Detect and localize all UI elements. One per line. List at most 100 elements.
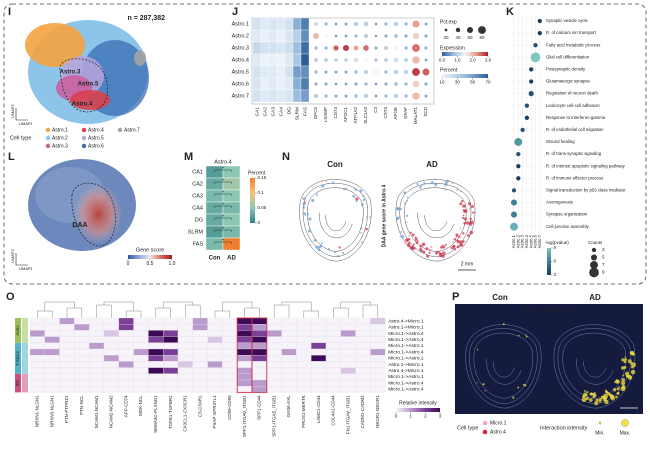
heat-cell (44, 373, 60, 381)
dot (516, 164, 521, 169)
colorbar-label: 10 (439, 80, 445, 85)
heat-cell (251, 348, 267, 356)
spot (602, 395, 607, 400)
panel-letter: J (232, 6, 238, 18)
heat-cell (284, 53, 294, 67)
heat-cell (281, 373, 297, 381)
row-label: Astro.4 (232, 57, 249, 63)
heat-cell (148, 355, 164, 362)
heat-cell (29, 386, 45, 393)
heat-cell (325, 330, 341, 337)
heat-cell (133, 386, 149, 393)
scale-label: 2 mm (623, 399, 636, 405)
spot (437, 250, 440, 254)
spot (428, 187, 431, 189)
heat-cell (370, 317, 386, 325)
heat-cell (44, 355, 60, 362)
panel-title: SPP1 -> ITGAV_ITGB1 (521, 308, 578, 314)
colorbar-label: 0 (127, 261, 130, 267)
heat-cell (133, 317, 149, 325)
heat-cell (177, 355, 193, 362)
legend-swatch (81, 135, 87, 141)
spot (361, 195, 364, 198)
legend-label: Astro.7 (124, 127, 140, 133)
heat-cell (59, 330, 75, 337)
heat-cell (74, 355, 90, 362)
heat-cell (103, 373, 119, 381)
heat-cell (133, 367, 149, 374)
heat-cell (163, 379, 179, 387)
spot (399, 235, 402, 238)
condition-label: Con (492, 293, 508, 302)
spot (429, 249, 431, 251)
heat-cell (296, 373, 312, 381)
dot (374, 22, 378, 26)
heat-cell (59, 386, 75, 393)
sig-bracket (214, 229, 232, 232)
spot (407, 242, 411, 246)
spot (327, 182, 329, 185)
heat-cell (311, 361, 327, 368)
row-label: Micro.1->Astro.4 (388, 331, 424, 337)
spot (525, 335, 528, 338)
spot (428, 183, 430, 185)
heat-cell (29, 355, 45, 362)
heat-cell (370, 379, 386, 387)
spot (406, 200, 409, 202)
heat-cell (340, 317, 356, 325)
legend-label: Astro.1 (52, 127, 68, 133)
spot (621, 384, 626, 389)
heat-cell (268, 89, 278, 103)
spot (623, 360, 627, 364)
column-label: CD74 (333, 107, 338, 119)
spot (456, 239, 459, 242)
spot (321, 184, 325, 188)
heat-cell (163, 361, 179, 368)
heat-cell (118, 342, 134, 350)
dot (384, 82, 388, 86)
column-label: Con (209, 256, 221, 262)
spot (404, 242, 406, 244)
spot (627, 359, 632, 364)
heat-cell (370, 373, 386, 381)
spot (360, 203, 364, 206)
row-label: Astro.2 (232, 33, 249, 39)
panel-letter: N (282, 151, 290, 163)
spot (457, 235, 460, 238)
heat-cell (59, 342, 75, 350)
scale-label: 2 mm (461, 261, 474, 267)
term-label: R. of intrinsic apoptotic signaling path… (546, 163, 626, 168)
row-label: Astro.1->Micro.1 (388, 325, 424, 331)
heat-cell (340, 324, 356, 331)
dot (363, 45, 369, 51)
column-label: APOC1 (343, 107, 348, 123)
heat-cell (89, 367, 105, 374)
heat-cell (118, 330, 134, 337)
spot (396, 207, 400, 211)
x-tick-label: Astro.1 (511, 234, 516, 248)
heat-cell (300, 41, 310, 55)
cluster-annotation: Astro.5 (78, 82, 99, 88)
dot (334, 34, 338, 38)
spot (614, 381, 617, 384)
dot (374, 46, 378, 50)
spot (425, 247, 429, 251)
spot (459, 240, 463, 244)
heat-cell (118, 386, 134, 393)
column-label: FAS (302, 107, 308, 116)
spot (416, 182, 419, 186)
heat-cell (296, 330, 312, 337)
spot (622, 374, 625, 377)
heat-cell (59, 317, 75, 325)
legend-label: 80 (479, 35, 485, 40)
heat-cell (74, 330, 90, 337)
spot (422, 244, 425, 246)
spot (468, 208, 470, 210)
heat-cell (292, 89, 302, 103)
heat-cell (192, 317, 208, 325)
column-label: MDK-NCL (138, 395, 143, 416)
spot (343, 187, 346, 191)
heat-cell (340, 355, 356, 362)
legend-swatch (117, 127, 123, 133)
spot (434, 183, 438, 187)
